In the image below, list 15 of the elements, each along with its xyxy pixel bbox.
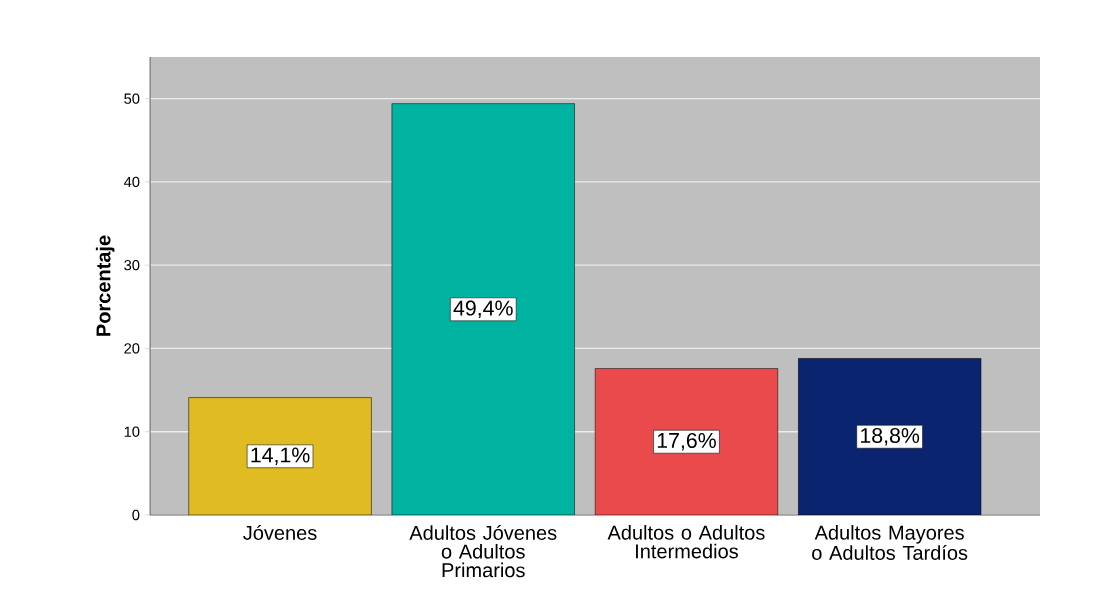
x-tick-label: Adultos o Adultos Intermedios bbox=[607, 525, 765, 559]
data-label: 14,1% bbox=[251, 447, 310, 466]
y-tick-label: 20 bbox=[124, 343, 140, 354]
data-label: 17,6% bbox=[657, 432, 716, 451]
y-tick-label: 50 bbox=[124, 93, 140, 104]
y-tick-label: 10 bbox=[124, 426, 140, 437]
data-label: 49,4% bbox=[453, 300, 513, 319]
y-axis-title: Porcentaje bbox=[95, 235, 115, 336]
y-tick-label: 40 bbox=[123, 176, 140, 188]
x-tick-label: Adultos Mayores o Adultos Tardíos bbox=[812, 525, 968, 560]
x-tick-label: Jóvenes bbox=[243, 525, 317, 540]
y-tick-label: 0 bbox=[132, 509, 140, 521]
data-label: 18,8% bbox=[861, 427, 920, 446]
x-tick-label: Adultos Jóvenes o Adultos Primarios bbox=[409, 525, 557, 578]
y-tick-label: 30 bbox=[124, 260, 140, 271]
